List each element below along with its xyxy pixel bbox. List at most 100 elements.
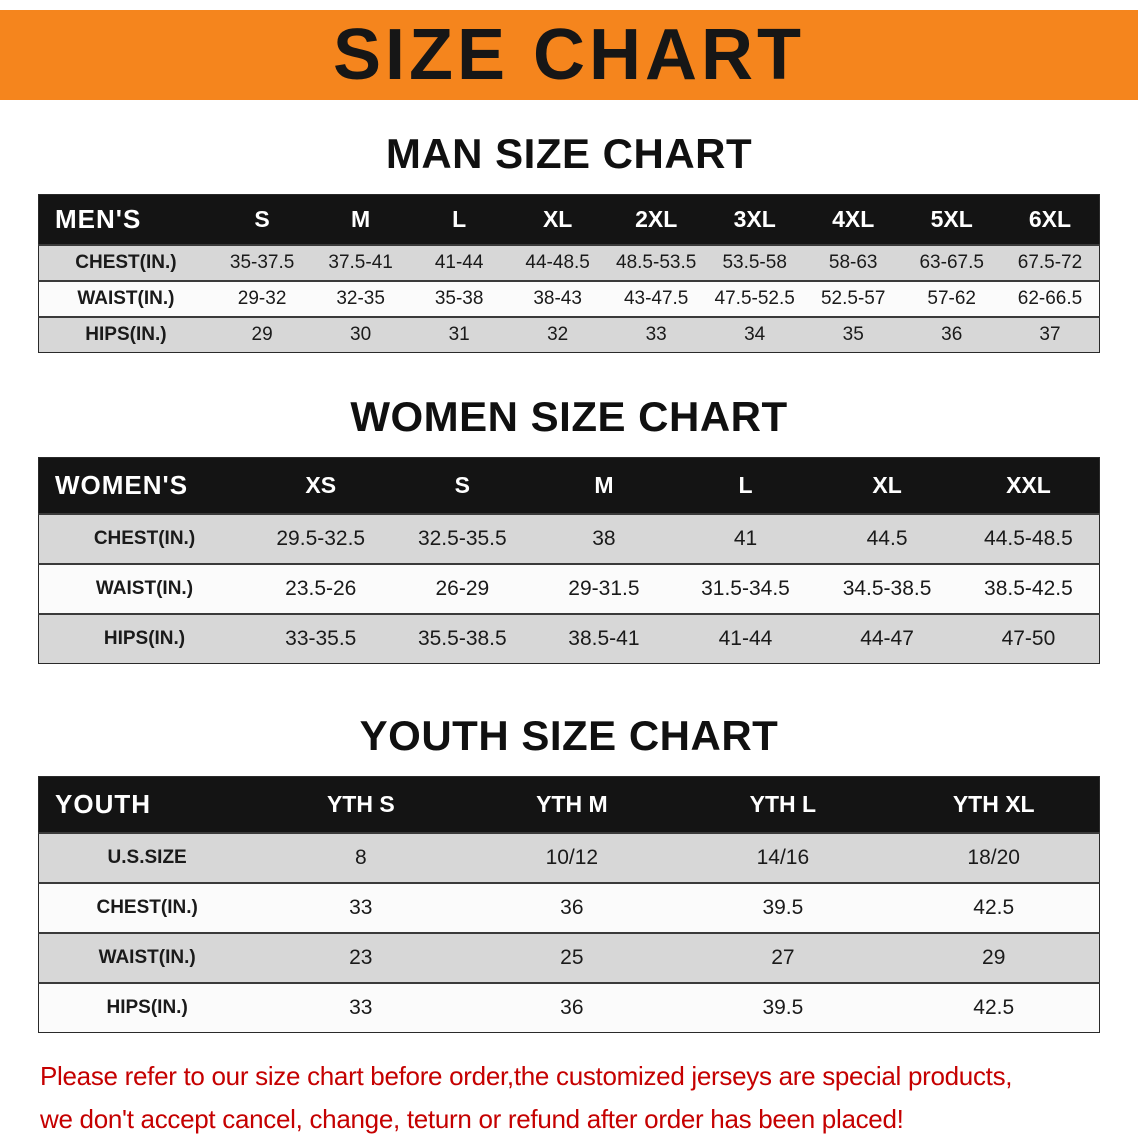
size-header-cell: 5XL xyxy=(902,194,1001,245)
table-row: CHEST(IN.) 29.5-32.5 32.5-35.5 38 41 44.5 44.5… xyxy=(38,513,1100,564)
row-label-cell: WAIST(IN.) xyxy=(38,932,256,983)
row-label-cell: U.S.SIZE xyxy=(38,832,256,883)
size-value-cell: 34 xyxy=(705,316,804,353)
size-value-cell: 33 xyxy=(255,982,467,1033)
size-value-cell: 32 xyxy=(508,316,607,353)
size-header-cell: 6XL xyxy=(1000,194,1100,245)
size-value-cell: 37 xyxy=(1000,316,1100,353)
size-value-cell: 44.5 xyxy=(816,513,958,564)
size-header-cell: YTH XL xyxy=(888,776,1100,833)
size-header-cell: 2XL xyxy=(606,194,706,245)
row-label-cell: HIPS(IN.) xyxy=(38,316,213,353)
size-header-cell: 4XL xyxy=(803,194,903,245)
table-row: HIPS(IN.) 29 30 31 32 33 34 35 36 37 xyxy=(38,316,1100,353)
size-value-cell: 44-48.5 xyxy=(508,244,607,281)
table-row: HIPS(IN.) 33 36 39.5 42.5 xyxy=(38,982,1100,1033)
size-value-cell: 29-32 xyxy=(212,280,312,317)
size-value-cell: 38-43 xyxy=(508,280,607,317)
table-title-cell: MEN'S xyxy=(38,194,213,245)
size-value-cell: 35-37.5 xyxy=(212,244,312,281)
size-value-cell: 52.5-57 xyxy=(803,280,903,317)
size-value-cell: 33-35.5 xyxy=(249,613,392,664)
table-header-row: WOMEN'S XS S M L XL XXL xyxy=(38,457,1100,514)
banner: SIZE CHART xyxy=(0,10,1138,100)
size-value-cell: 48.5-53.5 xyxy=(606,244,706,281)
size-value-cell: 36 xyxy=(466,982,678,1033)
size-value-cell: 34.5-38.5 xyxy=(816,563,958,614)
table-header-row: YOUTH YTH S YTH M YTH L YTH XL xyxy=(38,776,1100,833)
size-chart-page: SIZE CHART MAN SIZE CHART MEN'S S M L XL 2XL 3… xyxy=(0,10,1138,1142)
row-label-cell: WAIST(IN.) xyxy=(38,280,213,317)
size-value-cell: 35.5-38.5 xyxy=(391,613,534,664)
size-value-cell: 39.5 xyxy=(677,882,889,933)
table-row: WAIST(IN.) 29-32 32-35 35-38 38-43 43-47.5 47.… xyxy=(38,280,1100,317)
size-value-cell: 30 xyxy=(311,316,410,353)
size-value-cell: 44-47 xyxy=(816,613,958,664)
size-header-cell: S xyxy=(212,194,312,245)
disclaimer: Please refer to our size chart before or… xyxy=(40,1061,1138,1135)
table-row: U.S.SIZE 8 10/12 14/16 18/20 xyxy=(38,832,1100,883)
size-value-cell: 39.5 xyxy=(677,982,889,1033)
size-header-cell: 3XL xyxy=(705,194,804,245)
size-value-cell: 36 xyxy=(902,316,1001,353)
size-value-cell: 35-38 xyxy=(409,280,509,317)
row-label-cell: CHEST(IN.) xyxy=(38,244,213,281)
size-value-cell: 47-50 xyxy=(957,613,1100,664)
disclaimer-line-2: we don't accept cancel, change, teturn o… xyxy=(40,1104,904,1134)
size-value-cell: 53.5-58 xyxy=(705,244,804,281)
size-value-cell: 37.5-41 xyxy=(311,244,410,281)
size-value-cell: 35 xyxy=(803,316,903,353)
size-header-cell: XXL xyxy=(957,457,1100,514)
section-heading-men: MAN SIZE CHART xyxy=(385,130,753,177)
size-value-cell: 67.5-72 xyxy=(1000,244,1100,281)
size-value-cell: 41 xyxy=(674,513,817,564)
size-value-cell: 31.5-34.5 xyxy=(674,563,817,614)
size-value-cell: 25 xyxy=(466,932,678,983)
size-value-cell: 33 xyxy=(255,882,467,933)
size-value-cell: 63-67.5 xyxy=(902,244,1001,281)
size-value-cell: 32-35 xyxy=(311,280,410,317)
size-value-cell: 38.5-41 xyxy=(533,613,675,664)
table-row: WAIST(IN.) 23.5-26 26-29 29-31.5 31.5-34.5 34… xyxy=(38,563,1100,614)
size-value-cell: 44.5-48.5 xyxy=(957,513,1100,564)
size-value-cell: 32.5-35.5 xyxy=(391,513,534,564)
size-header-cell: S xyxy=(391,457,534,514)
size-value-cell: 27 xyxy=(677,932,889,983)
section-men: MAN SIZE CHART MEN'S S M L XL 2XL 3XL 4XL 5XL 6XL… xyxy=(0,130,1138,353)
size-value-cell: 31 xyxy=(409,316,509,353)
size-header-cell: XL xyxy=(508,194,607,245)
row-label-cell: HIPS(IN.) xyxy=(38,982,256,1033)
size-header-cell: L xyxy=(409,194,509,245)
size-value-cell: 38.5-42.5 xyxy=(957,563,1100,614)
size-value-cell: 26-29 xyxy=(391,563,534,614)
size-value-cell: 58-63 xyxy=(803,244,903,281)
size-value-cell: 29.5-32.5 xyxy=(249,513,392,564)
size-header-cell: YTH L xyxy=(677,776,889,833)
size-value-cell: 41-44 xyxy=(674,613,817,664)
size-header-cell: XS xyxy=(249,457,392,514)
size-header-cell: M xyxy=(533,457,675,514)
size-value-cell: 41-44 xyxy=(409,244,509,281)
table-row: HIPS(IN.) 33-35.5 35.5-38.5 38.5-41 41-44 44-… xyxy=(38,613,1100,664)
table-row: CHEST(IN.) 33 36 39.5 42.5 xyxy=(38,882,1100,933)
section-women: WOMEN SIZE CHART WOMEN'S XS S M L XL XXL CHEST(… xyxy=(0,393,1138,664)
size-value-cell: 38 xyxy=(533,513,675,564)
table-title-cell: WOMEN'S xyxy=(38,457,250,514)
mens-size-table: MEN'S S M L XL 2XL 3XL 4XL 5XL 6XL CHEST(IN.) 35-37… xyxy=(38,194,1100,353)
size-header-cell: L xyxy=(674,457,817,514)
size-value-cell: 33 xyxy=(606,316,706,353)
row-label-cell: HIPS(IN.) xyxy=(38,613,250,664)
size-value-cell: 23.5-26 xyxy=(249,563,392,614)
size-value-cell: 23 xyxy=(255,932,467,983)
size-value-cell: 8 xyxy=(255,832,467,883)
size-value-cell: 43-47.5 xyxy=(606,280,706,317)
row-label-cell: CHEST(IN.) xyxy=(38,513,250,564)
table-row: WAIST(IN.) 23 25 27 29 xyxy=(38,932,1100,983)
section-heading-women: WOMEN SIZE CHART xyxy=(350,393,788,440)
table-row: CHEST(IN.) 35-37.5 37.5-41 41-44 44-48.5 48.5… xyxy=(38,244,1100,281)
size-value-cell: 29 xyxy=(888,932,1100,983)
row-label-cell: CHEST(IN.) xyxy=(38,882,256,933)
size-header-cell: YTH S xyxy=(255,776,467,833)
size-value-cell: 10/12 xyxy=(466,832,678,883)
disclaimer-line-1: Please refer to our size chart before or… xyxy=(40,1061,1013,1091)
